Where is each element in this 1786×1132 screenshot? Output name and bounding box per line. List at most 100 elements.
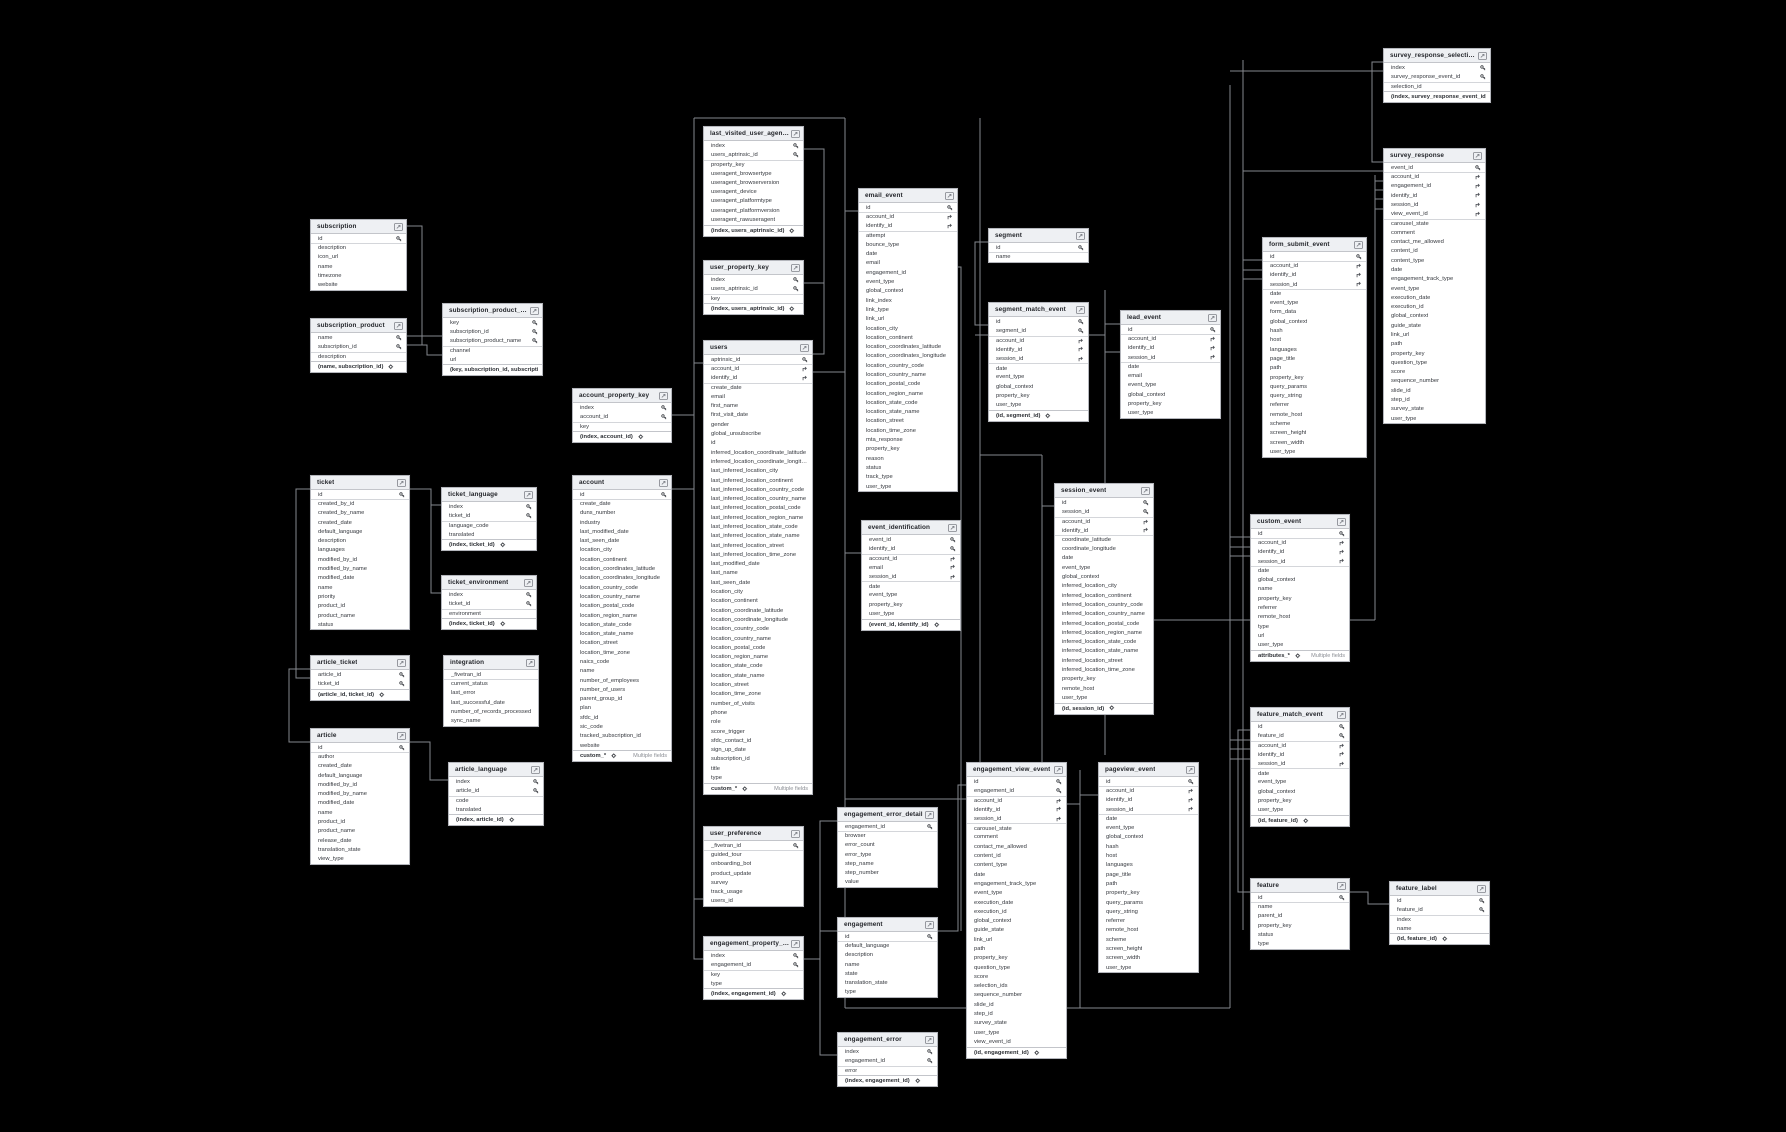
expand-icon[interactable] [1208, 313, 1217, 322]
field-row: feature_id [1390, 905, 1489, 914]
index-gear-icon [1294, 652, 1301, 659]
field-name: value [845, 879, 859, 886]
index-gear-icon [914, 1077, 921, 1084]
field-name: step_id [1391, 397, 1410, 404]
expand-icon[interactable] [1337, 517, 1346, 526]
table-card-subscription_product[interactable]: subscription_product name subscription_id d… [310, 318, 407, 373]
table-card-email_event[interactable]: email_event id account_id identify_id attemp… [858, 188, 958, 493]
expand-icon[interactable] [791, 263, 800, 272]
table-card-article_language[interactable]: article_language index article_id code trans… [448, 762, 544, 827]
table-card-account[interactable]: account id create_date duns_number industry l… [572, 475, 672, 763]
table-card-users[interactable]: users aptrinsic_id account_id identify_id cr… [703, 340, 813, 795]
expand-icon[interactable] [945, 191, 954, 200]
table-card-lead_event[interactable]: lead_event id account_id identify_id session… [1120, 310, 1221, 419]
field-name: property_key [1258, 922, 1292, 929]
table-card-last_visited_user_agent_data[interactable]: last_visited_user_agent_dataindex users_a… [703, 126, 804, 237]
expand-icon[interactable] [1337, 881, 1346, 890]
expand-icon[interactable] [397, 731, 406, 740]
table-card-session_event[interactable]: session_event id session_id account_id ident… [1054, 483, 1154, 715]
table-card-engagement_view_event[interactable]: engagement_view_event id engagement_id acco… [966, 762, 1067, 1059]
table-card-ticket_language[interactable]: ticket_language index ticket_id language_co… [441, 487, 537, 552]
table-card-article_ticket[interactable]: article_ticket article_id ticket_id (articl… [310, 655, 410, 701]
field-name: last_inferred_location_street [711, 542, 784, 549]
field-name: type [1258, 941, 1269, 948]
table-card-ticket_environment[interactable]: ticket_environment index ticket_id environm… [441, 575, 537, 630]
expand-icon[interactable] [524, 490, 533, 499]
expand-icon[interactable] [524, 578, 533, 587]
table-card-segment[interactable]: segment id name [988, 228, 1089, 263]
expand-icon[interactable] [791, 129, 800, 138]
field-name: name [580, 668, 595, 675]
expand-icon[interactable] [394, 321, 403, 330]
table-card-article[interactable]: article id author created_date default_langu… [310, 728, 410, 865]
table-card-engagement[interactable]: engagement id default_language description n… [837, 917, 938, 999]
table-card-event_identification[interactable]: event_identification event_id identify_id a… [861, 520, 961, 631]
field-row: product_id [311, 817, 409, 826]
expand-icon[interactable] [1141, 486, 1150, 495]
index-gear-icon [499, 542, 506, 548]
expand-icon[interactable] [1478, 51, 1487, 60]
expand-icon[interactable] [1354, 240, 1363, 249]
table-card-custom_event[interactable]: custom_event id account_id identify_id sessi… [1250, 514, 1350, 662]
expand-icon[interactable] [659, 391, 668, 400]
table-card-engagement_error[interactable]: engagement_error index engagement_id error (… [837, 1032, 938, 1087]
expand-icon[interactable] [531, 765, 540, 774]
expand-icon[interactable] [530, 306, 539, 315]
field-row: inferred_location_country_name [1055, 610, 1153, 619]
relationship-edge [1350, 891, 1389, 905]
table-card-form_submit_event[interactable]: form_submit_event id account_id identify_id… [1262, 237, 1367, 458]
field-row: property_key [1121, 399, 1220, 408]
field-name: create_date [580, 501, 611, 508]
expand-icon[interactable] [659, 478, 668, 487]
expand-icon[interactable] [1076, 305, 1085, 314]
table-card-integration[interactable]: integration _fivetran_id current_status las… [443, 655, 539, 727]
table-card-engagement_property_key[interactable]: engagement_property_key index engagement_i… [703, 936, 804, 1001]
field-row: location_street [859, 417, 957, 426]
field-name: guide_state [974, 927, 1004, 934]
expand-icon[interactable] [394, 222, 403, 231]
table-title: last_visited_user_agent_data [710, 130, 791, 137]
expand-icon[interactable] [397, 478, 406, 487]
field-row: account_id [1099, 786, 1198, 795]
expand-icon[interactable] [925, 810, 934, 819]
table-card-feature_match_event[interactable]: feature_match_event id feature_id account_i… [1250, 707, 1350, 827]
table-card-feature_label[interactable]: feature_label id feature_id index name (id, f… [1389, 881, 1490, 946]
expand-icon[interactable] [1477, 884, 1486, 893]
field-name: global_unsubscribe [711, 431, 761, 438]
expand-icon[interactable] [791, 829, 800, 838]
expand-icon[interactable] [925, 920, 934, 929]
table-card-survey_response[interactable]: survey_response event_id account_id engagem… [1383, 148, 1486, 425]
table-card-user_property_key[interactable]: user_property_key index users_aptrinsic_id… [703, 260, 804, 315]
table-card-ticket[interactable]: ticket id created_by_id created_by_name crea… [310, 475, 410, 631]
field-row: location_coordinates_latitude [859, 342, 957, 351]
table-card-account_property_key[interactable]: account_property_key index account_id key (i… [572, 388, 672, 443]
field-row: date [1251, 768, 1349, 777]
expand-icon[interactable] [526, 658, 535, 667]
table-card-pageview_event[interactable]: pageview_event id account_id identify_id ses… [1098, 762, 1199, 974]
expand-icon[interactable] [1076, 231, 1085, 240]
table-card-subscription_product_key[interactable]: subscription_product_key key subscription_… [442, 303, 543, 377]
table-card-segment_match_event[interactable]: segment_match_event id segment_id account_i… [988, 302, 1089, 422]
expand-icon[interactable] [1473, 151, 1482, 160]
expand-icon[interactable] [1054, 765, 1063, 774]
expand-icon[interactable] [1337, 710, 1346, 719]
expand-icon[interactable] [397, 658, 406, 667]
table-card-subscription[interactable]: subscription id description icon_url name tim… [310, 219, 407, 291]
expand-icon[interactable] [1186, 765, 1195, 774]
expand-icon[interactable] [948, 523, 957, 532]
field-row: page_title [1099, 870, 1198, 879]
field-name: query_params [1270, 383, 1308, 390]
field-row: sfdc_contact_id [704, 736, 812, 745]
primary-key-icon [793, 962, 799, 968]
expand-icon[interactable] [925, 1035, 934, 1044]
field-row: ticket_id [442, 599, 536, 608]
expand-icon[interactable] [800, 343, 809, 352]
field-name: translated [456, 806, 482, 813]
table-card-feature[interactable]: feature id name parent_id property_key status… [1250, 878, 1350, 950]
table-header: engagement [838, 918, 937, 932]
table-card-user_preference[interactable]: user_preference _fivetran_id guided_tour on… [703, 826, 804, 908]
table-card-survey_response_selection_info[interactable]: survey_response_selection_infoindex surve… [1383, 48, 1491, 103]
expand-icon[interactable] [791, 939, 800, 948]
table-card-engagement_error_detail[interactable]: engagement_error_detail engagement_id brow… [837, 807, 938, 889]
